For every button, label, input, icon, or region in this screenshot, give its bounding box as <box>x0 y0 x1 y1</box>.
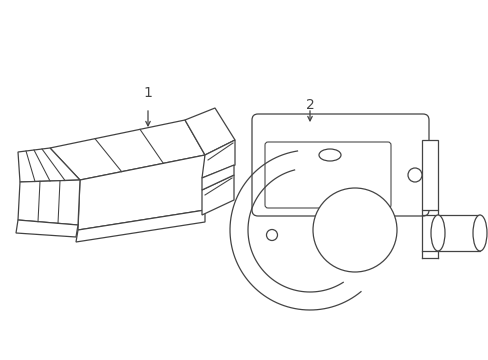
Polygon shape <box>437 215 479 251</box>
Text: 1: 1 <box>143 86 152 100</box>
Ellipse shape <box>472 215 486 251</box>
Text: 2: 2 <box>305 98 314 112</box>
Ellipse shape <box>318 149 340 161</box>
Polygon shape <box>202 140 235 178</box>
Polygon shape <box>202 175 234 215</box>
Polygon shape <box>421 140 437 210</box>
Ellipse shape <box>430 215 444 251</box>
Circle shape <box>312 188 396 272</box>
Polygon shape <box>50 120 204 180</box>
Polygon shape <box>202 165 234 190</box>
Polygon shape <box>18 148 80 182</box>
Polygon shape <box>78 155 204 230</box>
FancyBboxPatch shape <box>251 114 428 216</box>
Polygon shape <box>18 180 80 225</box>
Polygon shape <box>16 220 78 237</box>
Circle shape <box>266 230 277 240</box>
Polygon shape <box>76 210 204 242</box>
Polygon shape <box>184 108 235 155</box>
Circle shape <box>407 168 421 182</box>
FancyBboxPatch shape <box>264 142 390 208</box>
